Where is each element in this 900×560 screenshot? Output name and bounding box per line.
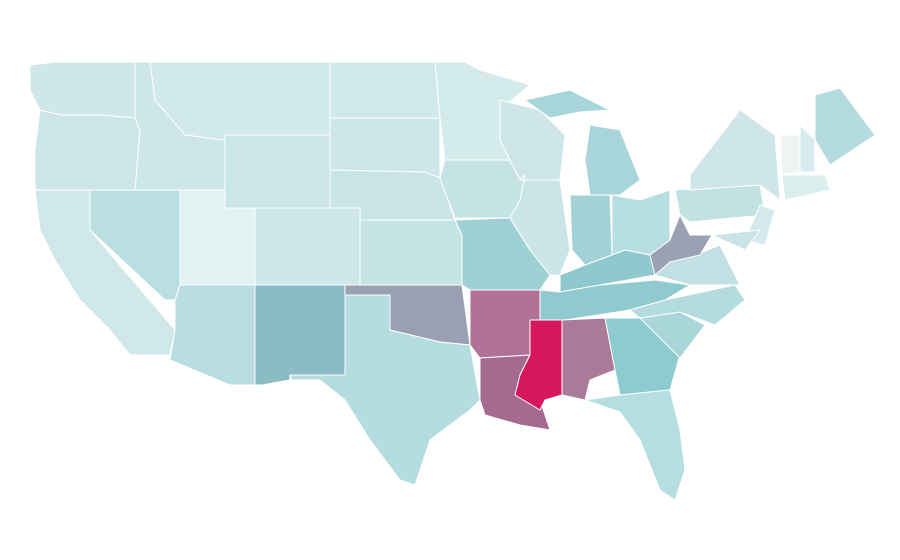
region <box>509 174 571 276</box>
region <box>781 174 831 201</box>
region <box>711 229 761 251</box>
region <box>169 284 256 386</box>
region <box>224 134 331 209</box>
region <box>289 294 481 486</box>
region <box>439 159 526 219</box>
region <box>674 184 766 223</box>
region <box>584 389 686 501</box>
region <box>814 87 876 166</box>
region <box>329 117 441 179</box>
region <box>29 61 136 119</box>
region <box>524 89 611 119</box>
region <box>629 284 746 326</box>
region <box>254 207 361 286</box>
region <box>689 109 781 201</box>
region <box>779 134 801 176</box>
region <box>254 284 346 386</box>
region <box>34 109 141 191</box>
region <box>359 219 463 286</box>
region <box>569 194 613 266</box>
regions <box>29 61 876 501</box>
region <box>584 124 641 196</box>
region <box>611 189 671 256</box>
region <box>799 124 816 173</box>
region <box>329 61 441 119</box>
